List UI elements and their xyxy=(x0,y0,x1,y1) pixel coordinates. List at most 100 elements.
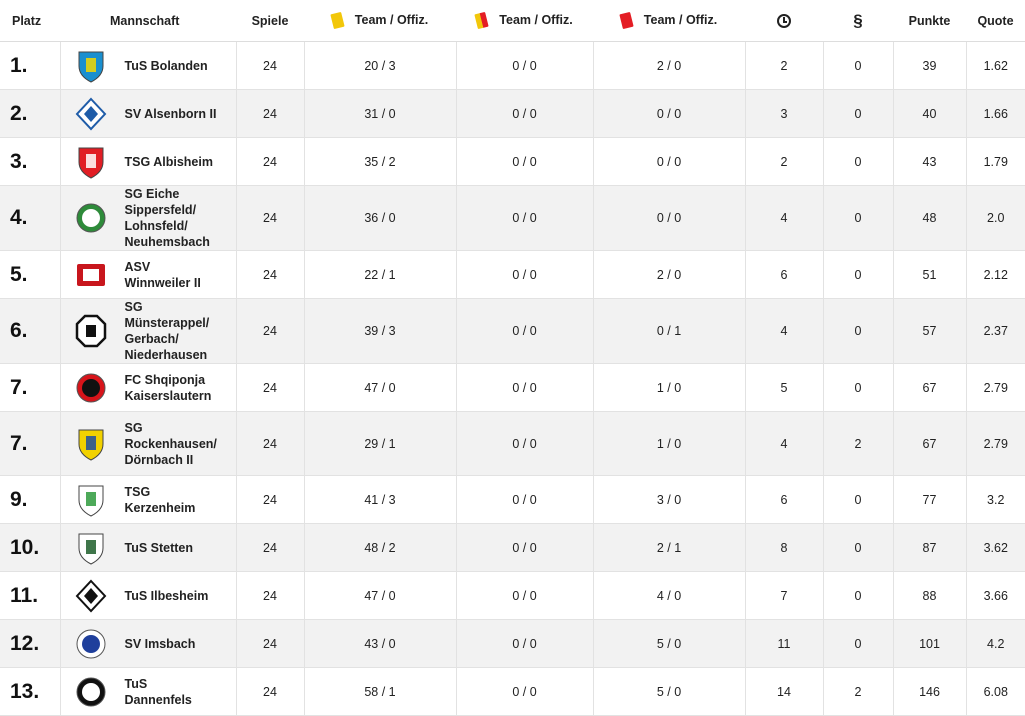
team-name[interactable]: TuS Dannenfels xyxy=(125,676,192,708)
team-name-line[interactable]: SV Imsbach xyxy=(124,636,196,651)
header-paragraph[interactable]: § xyxy=(823,0,893,42)
team-name[interactable]: TSG Albisheim xyxy=(125,154,213,170)
team-name-line[interactable]: Dannenfels xyxy=(124,692,192,707)
team-cell[interactable]: TuS Stetten xyxy=(60,523,237,572)
red-cards: 2 / 0 xyxy=(593,41,746,90)
team-name-line[interactable]: SG xyxy=(124,420,143,435)
header-yellow-card[interactable]: Team / Offiz. xyxy=(304,0,456,42)
team-name-line[interactable]: TuS Ilbesheim xyxy=(124,588,209,603)
team-name[interactable]: SG Eiche Sippersfeld/Lohnsfeld/Neuhemsbac… xyxy=(125,186,210,250)
team-cell[interactable]: TuS Bolanden xyxy=(60,41,237,90)
team-cell[interactable]: SG Rockenhausen/Dörnbach II xyxy=(60,411,237,476)
team-name-line[interactable]: TuS Bolanden xyxy=(124,58,208,73)
header-time-penalties[interactable] xyxy=(745,0,823,42)
team-name[interactable]: TuS Ilbesheim xyxy=(125,588,209,604)
team-name-line[interactable]: Winnweiler II xyxy=(124,275,201,290)
team-name[interactable]: FC Shqiponja Kaiserslautern xyxy=(125,372,212,404)
team-name-line[interactable]: Lohnsfeld/ xyxy=(124,219,188,233)
team-name-line[interactable]: Sippersfeld/ xyxy=(124,203,197,217)
team-name-line[interactable]: TuS xyxy=(124,676,148,691)
team-name-line[interactable]: SV Alsenborn II xyxy=(124,106,217,121)
table-row[interactable]: 6. SG Münsterappel/Gerbach/Niederhausen 24 3… xyxy=(0,298,1025,364)
team-name-line[interactable]: Dörnbach II xyxy=(124,452,194,467)
team-name-line[interactable]: Kerzenheim xyxy=(124,500,196,515)
paragraph-penalties: 0 xyxy=(823,89,894,138)
team-name-line[interactable]: SG xyxy=(124,300,143,314)
team-name[interactable]: SV Imsbach xyxy=(125,636,196,652)
team-cell[interactable]: SV Alsenborn II xyxy=(60,89,237,138)
team-name-line[interactable]: ASV xyxy=(124,259,151,274)
team-name[interactable]: SV Alsenborn II xyxy=(125,106,217,122)
points: 146 xyxy=(893,667,967,716)
paragraph-penalties: 0 xyxy=(823,619,894,668)
team-cell[interactable]: TuS Dannenfels xyxy=(60,667,237,716)
paragraph-penalties: 2 xyxy=(823,667,894,716)
team-cell[interactable]: SG Eiche Sippersfeld/Lohnsfeld/Neuhemsbac… xyxy=(60,185,237,251)
team-name[interactable]: SG Münsterappel/Gerbach/Niederhausen xyxy=(125,299,210,363)
table-row[interactable]: 4. SG Eiche Sippersfeld/Lohnsfeld/Neuhemsb… xyxy=(0,185,1025,251)
header-punkte[interactable]: Punkte xyxy=(893,0,966,42)
team-cell[interactable]: SV Imsbach xyxy=(60,619,237,668)
header-platz[interactable]: Platz xyxy=(0,0,60,42)
rank: 6. xyxy=(0,298,61,364)
team-cell[interactable]: TuS Ilbesheim xyxy=(60,571,237,620)
team-name-line[interactable]: Niederhausen xyxy=(124,348,208,362)
quote: 3.2 xyxy=(966,475,1025,524)
header-quote[interactable]: Quote xyxy=(966,0,1025,42)
team-cell[interactable]: TSG Albisheim xyxy=(60,137,237,186)
team-name[interactable]: SG Rockenhausen/Dörnbach II xyxy=(125,420,217,468)
team-name-line[interactable]: TuS Stetten xyxy=(124,540,194,555)
red-cards: 0 / 1 xyxy=(593,298,746,364)
team-name-line[interactable]: Gerbach/ xyxy=(124,332,179,346)
red-cards: 2 / 0 xyxy=(593,250,746,299)
quote: 1.66 xyxy=(966,89,1025,138)
time-penalties: 6 xyxy=(745,475,824,524)
time-penalties: 3 xyxy=(745,89,824,138)
team-cell[interactable]: ASV Winnweiler II xyxy=(60,250,237,299)
team-name[interactable]: TuS Bolanden xyxy=(125,58,208,74)
yellow-red-cards: 0 / 0 xyxy=(456,185,594,251)
team-cell[interactable]: TSG Kerzenheim xyxy=(60,475,237,524)
header-mannschaft[interactable]: Mannschaft xyxy=(60,0,236,42)
team-name[interactable]: TSG Kerzenheim xyxy=(125,484,196,516)
team-cell[interactable]: SG Münsterappel/Gerbach/Niederhausen xyxy=(60,298,237,364)
team-name[interactable]: ASV Winnweiler II xyxy=(125,259,201,291)
red-cards: 5 / 0 xyxy=(593,667,746,716)
paragraph-penalties: 0 xyxy=(823,185,894,251)
games-played: 24 xyxy=(236,667,305,716)
team-crest-icon xyxy=(75,627,107,661)
team-crest-icon xyxy=(75,49,107,83)
team-name[interactable]: TuS Stetten xyxy=(125,540,194,556)
team-crest-icon xyxy=(75,258,107,292)
paragraph-penalties: 0 xyxy=(823,250,894,299)
points: 77 xyxy=(893,475,967,524)
team-name-line[interactable]: FC Shqiponja xyxy=(124,372,206,387)
paragraph-penalties: 0 xyxy=(823,363,894,412)
team-cell[interactable]: FC Shqiponja Kaiserslautern xyxy=(60,363,237,412)
team-name-line[interactable]: Münsterappel/ xyxy=(124,316,210,330)
yellow-red-cards: 0 / 0 xyxy=(456,363,594,412)
team-name-line[interactable]: Kaiserslautern xyxy=(124,388,212,403)
yellow-red-cards: 0 / 0 xyxy=(456,41,594,90)
team-name-line[interactable]: Rockenhausen/ xyxy=(124,436,217,451)
header-yellow-red-card[interactable]: Team / Offiz. xyxy=(456,0,593,42)
paragraph-penalties: 0 xyxy=(823,523,894,572)
team-name-line[interactable]: TSG xyxy=(124,484,151,499)
team-name-line[interactable]: TSG Albisheim xyxy=(124,154,213,169)
team-name-line[interactable]: SG Eiche xyxy=(124,187,180,201)
red-cards: 2 / 1 xyxy=(593,523,746,572)
team-name-line[interactable]: Neuhemsbach xyxy=(124,235,210,249)
header-red-card[interactable]: Team / Offiz. xyxy=(593,0,745,42)
header-spiele[interactable]: Spiele xyxy=(236,0,304,42)
